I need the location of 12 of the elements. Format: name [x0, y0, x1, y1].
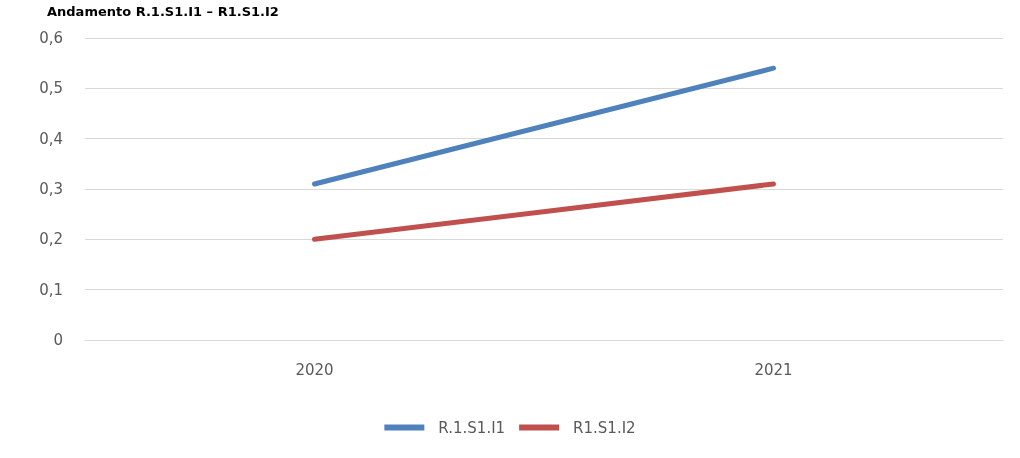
chart-title: Andamento R.1.S1.I1 – R1.S1.I2 — [47, 4, 279, 19]
y-tick-label: 0 — [53, 331, 63, 349]
x-tick-label: 2020 — [295, 360, 334, 379]
legend-label: R.1.S1.I1 — [438, 418, 506, 437]
y-tick-label: 0,3 — [39, 180, 63, 198]
x-tick-label: 2021 — [754, 360, 793, 379]
y-tick-label: 0,6 — [39, 29, 63, 47]
legend-label: R1.S1.I2 — [573, 418, 636, 437]
y-tick-label: 0,1 — [39, 280, 63, 299]
y-tick-label: 0,4 — [39, 129, 63, 148]
y-tick-label: 0,5 — [39, 79, 63, 98]
y-tick-label: 0,2 — [39, 230, 63, 249]
